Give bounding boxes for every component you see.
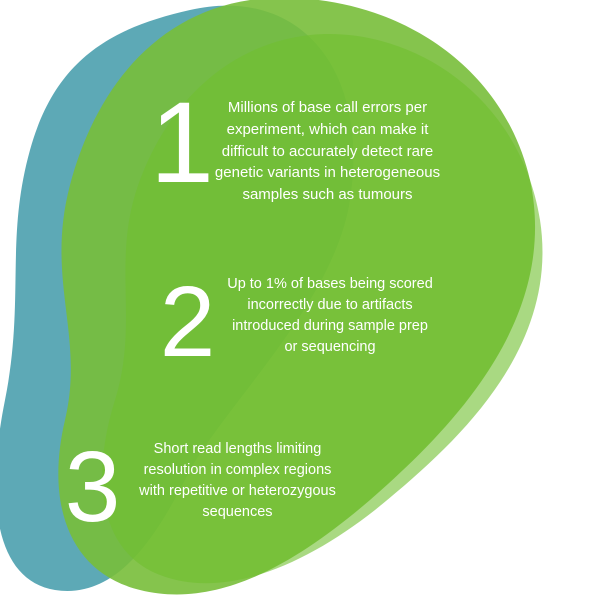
item-text: Up to 1% of bases being scored incorrect… <box>225 274 435 358</box>
list-item: 1 Millions of base call errors per exper… <box>150 95 445 206</box>
list-item: 3 Short read lengths limiting resolution… <box>55 445 345 530</box>
item-text: Short read lengths limiting resolution i… <box>130 439 345 523</box>
item-number: 2 <box>150 280 225 365</box>
item-text: Millions of base call errors per experim… <box>210 97 445 206</box>
list-item: 2 Up to 1% of bases being scored incorre… <box>150 280 435 365</box>
item-number: 1 <box>150 95 210 193</box>
infographic-canvas: 1 Millions of base call errors per exper… <box>0 0 600 600</box>
item-number: 3 <box>55 445 130 530</box>
